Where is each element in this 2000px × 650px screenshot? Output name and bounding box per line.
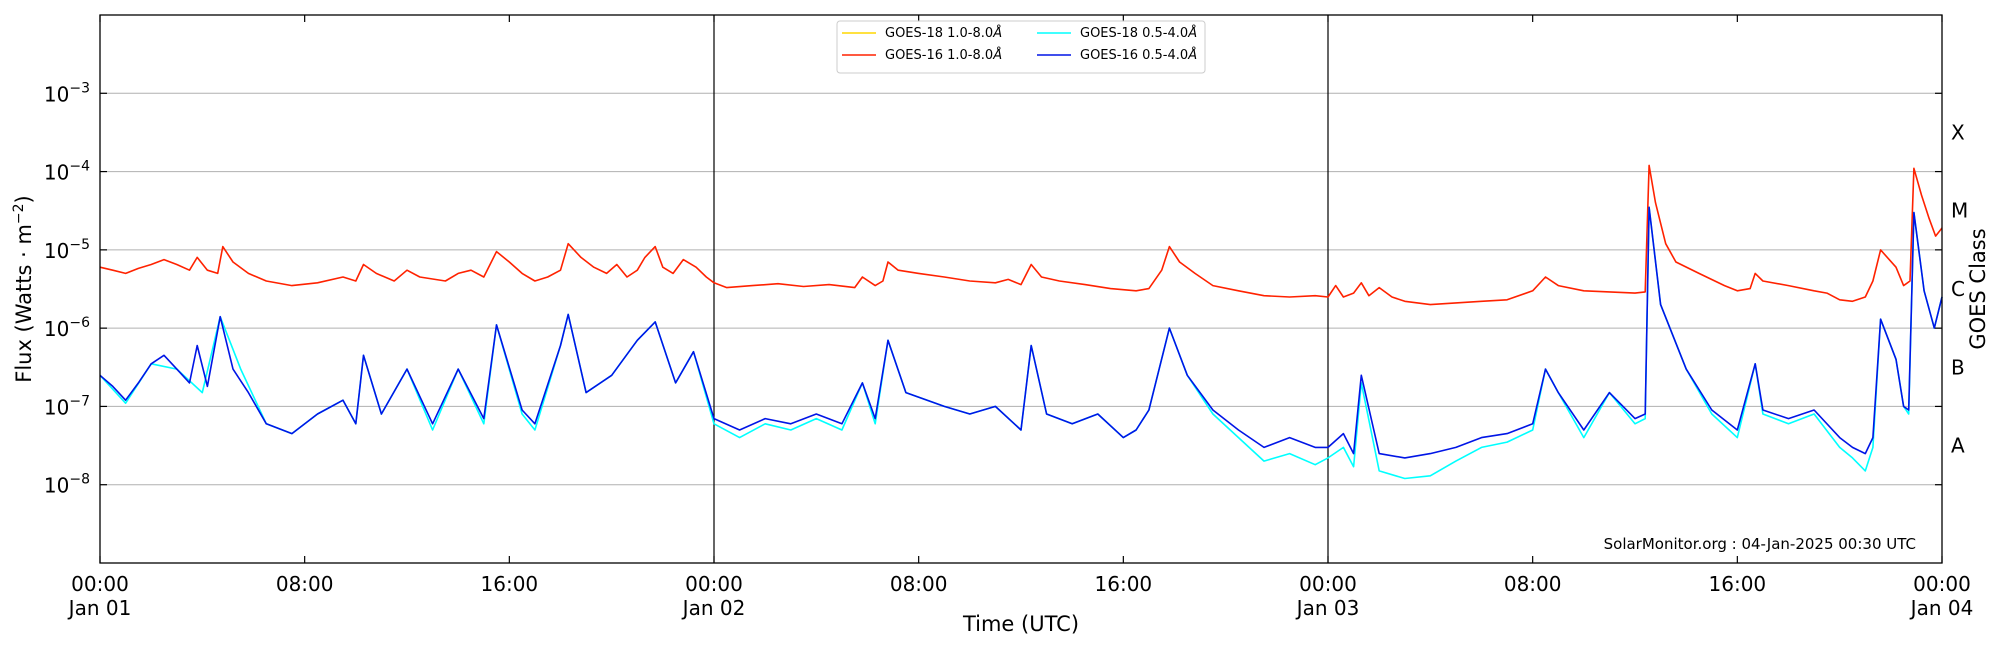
goes-class-labels: X M C B A — [1951, 120, 1968, 457]
y-tick-label: 10−5 — [44, 237, 90, 263]
x-tick-label-time: 00:00 — [71, 572, 129, 596]
y-tick-labels: 10−310−410−510−610−710−8 — [44, 80, 90, 497]
legend-label-name: GOES-18 1.0-8.0 — [885, 26, 993, 41]
legend-label: GOES-18 0.5-4.0Å — [1080, 25, 1197, 41]
ticks — [99, 15, 1943, 563]
x-tick-label-time: 00:00 — [1299, 572, 1357, 596]
legend-label-unit: Å — [992, 47, 1002, 63]
x-tick-label-date: Jan 03 — [1295, 596, 1360, 620]
legend-label-name: GOES-18 0.5-4.0 — [1080, 26, 1188, 41]
x-tick-label-time: 00:00 — [685, 572, 743, 596]
x-tick-label-time: 16:00 — [1709, 572, 1767, 596]
series-lines — [99, 164, 1943, 480]
series-line-3 — [99, 206, 1943, 459]
goes-class-label: C — [1951, 277, 1965, 301]
credit-text: SolarMonitor.org : 04-Jan-2025 00:30 UTC — [1604, 535, 1916, 553]
x-tick-label-time: 16:00 — [481, 572, 539, 596]
y-tick-exponent: −8 — [69, 472, 90, 488]
x-axis-title: Time (UTC) — [962, 612, 1079, 636]
goes-class-label: A — [1951, 434, 1965, 458]
y-tick-exponent: −3 — [69, 80, 90, 96]
y-axis-title: Flux (Watts · m−2) — [11, 195, 36, 383]
y-tick-label: 10−4 — [44, 159, 90, 185]
y-tick-base: 10 — [44, 317, 69, 341]
legend-label-unit: Å — [1187, 47, 1197, 63]
goes-class-label: X — [1951, 120, 1965, 144]
y-tick-base: 10 — [44, 239, 69, 263]
goes-class-label: B — [1951, 355, 1965, 379]
grid-lines — [100, 92, 1942, 486]
x-tick-label-date: Jan 02 — [681, 596, 746, 620]
day-boundary-lines — [713, 15, 1329, 563]
legend-label-name: GOES-16 0.5-4.0 — [1080, 48, 1188, 63]
x-tick-label-time: 08:00 — [1504, 572, 1562, 596]
goes-class-label: M — [1951, 199, 1968, 223]
legend-label: GOES-16 1.0-8.0Å — [885, 47, 1002, 63]
x-tick-label-time: 00:00 — [1913, 572, 1971, 596]
y-tick-exponent: −5 — [69, 237, 90, 253]
series-line-2 — [99, 206, 1943, 480]
x-tick-label-date: Jan 04 — [1909, 596, 1974, 620]
legend-label-unit: Å — [1187, 25, 1197, 41]
y-tick-base: 10 — [44, 474, 69, 498]
x-tick-label-time: 08:00 — [890, 572, 948, 596]
y-tick-exponent: −4 — [69, 159, 90, 175]
y-tick-base: 10 — [44, 161, 69, 185]
right-axis-title: GOES Class — [1966, 228, 1990, 349]
plot-frame — [99, 14, 1943, 564]
y-axis-title-exponent: −2 — [11, 203, 27, 224]
x-tick-label-date: Jan 01 — [67, 596, 132, 620]
legend-label: GOES-16 0.5-4.0Å — [1080, 47, 1197, 63]
y-tick-label: 10−6 — [44, 315, 90, 341]
y-tick-base: 10 — [44, 82, 69, 106]
y-tick-label: 10−3 — [44, 80, 90, 106]
legend-label-unit: Å — [992, 25, 1002, 41]
legend-label: GOES-18 1.0-8.0Å — [885, 25, 1002, 41]
y-tick-label: 10−7 — [44, 393, 90, 419]
y-tick-label: 10−8 — [44, 472, 90, 498]
y-tick-base: 10 — [44, 395, 69, 419]
series-line-1 — [99, 164, 1943, 306]
legend-box — [836, 20, 1206, 74]
y-tick-exponent: −7 — [69, 393, 90, 409]
x-tick-label-time: 16:00 — [1095, 572, 1153, 596]
legend-label-name: GOES-16 1.0-8.0 — [885, 48, 993, 63]
x-tick-label-time: 08:00 — [276, 572, 334, 596]
y-tick-exponent: −6 — [69, 315, 90, 331]
